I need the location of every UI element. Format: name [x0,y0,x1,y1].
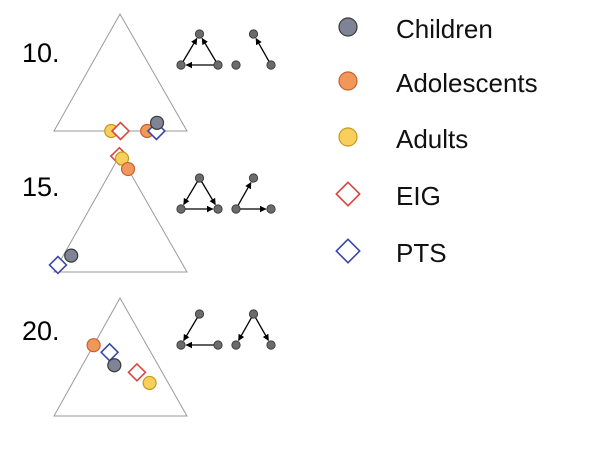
causal-graph-15-a [176,173,223,214]
legend-symbol-adolescents [338,71,358,91]
legend: Children Adolescents Adults EIG PTS [335,14,538,268]
graph-node [248,173,259,183]
graph-node [266,204,276,214]
causal-graph-10-a [176,29,223,70]
markers-15 [48,146,136,275]
ternary-triangle-20 [53,296,188,417]
panel-label-10: 10. [22,38,60,68]
legend-marker-eig [335,181,361,207]
marker-pts [100,342,120,362]
marker-pts [48,255,68,275]
markers-20 [86,338,157,391]
graph-node [248,309,259,319]
legend-label-pts: PTS [396,238,447,268]
legend-label-children: Children [396,14,493,44]
legend-marker-pts [335,238,361,264]
marker-adults [142,375,157,391]
legend-item-children: Children [338,14,493,44]
legend-marker-adults [338,127,358,147]
graph-edge [201,37,217,62]
marker-adolescents [86,338,101,353]
graph-node [176,204,186,214]
graph-edge [254,317,270,342]
legend-item-adolescents: Adolescents [338,68,538,98]
legend-item-pts: PTS [335,238,447,268]
marker-children [149,115,165,130]
graph-node [248,29,259,39]
causal-graph-10-b [231,29,276,70]
graph-node [194,309,205,319]
marker-children [107,358,122,373]
graph-node [231,204,241,214]
markers-10 [104,115,166,141]
marker-pts [146,121,166,141]
graph-node [213,60,223,70]
graph-edge [182,37,198,62]
causal-graph-20-a [176,309,223,350]
graph-edge [237,181,252,206]
graph-node [231,340,241,350]
legend-symbol-eig [335,181,361,207]
panel-15: 15. [22,146,276,275]
graph-node [213,340,223,350]
graph-node [176,340,186,350]
panel-10: 10. [22,12,276,141]
graph-edge [255,37,270,62]
marker-adolescents [120,161,136,177]
marker-adults [114,151,130,166]
legend-symbol-adults [338,127,358,147]
marker-children [64,248,79,263]
graph-node [194,173,205,183]
legend-item-adults: Adults [338,124,468,154]
graph-node [266,340,276,350]
legend-label-adolescents: Adolescents [396,68,538,98]
graph-edge [237,317,253,342]
graph-node [231,60,241,70]
panel-20: 20. [22,296,276,417]
marker-eig [127,362,147,382]
graph-edge [183,181,198,206]
legend-label-adults: Adults [396,124,468,154]
graph-edge [201,181,216,206]
ternary-triangle-10 [53,12,188,132]
causal-graph-20-b [231,309,276,350]
legend-symbol-pts [335,238,361,264]
legend-symbol-children [338,17,358,37]
legend-marker-children [338,17,358,37]
panel-label-20: 20. [22,316,60,346]
marker-eig [110,121,131,141]
panel-label-15: 15. [22,172,60,202]
ternary-triangle-15 [53,153,188,273]
legend-label-eig: EIG [396,181,441,211]
graph-node [213,204,223,214]
graph-node [194,29,205,39]
graph-node [176,60,186,70]
graph-node [266,60,276,70]
graph-edge [183,317,198,342]
causal-graph-15-b [231,173,276,214]
legend-marker-adolescents [338,71,358,91]
legend-item-eig: EIG [335,181,441,211]
